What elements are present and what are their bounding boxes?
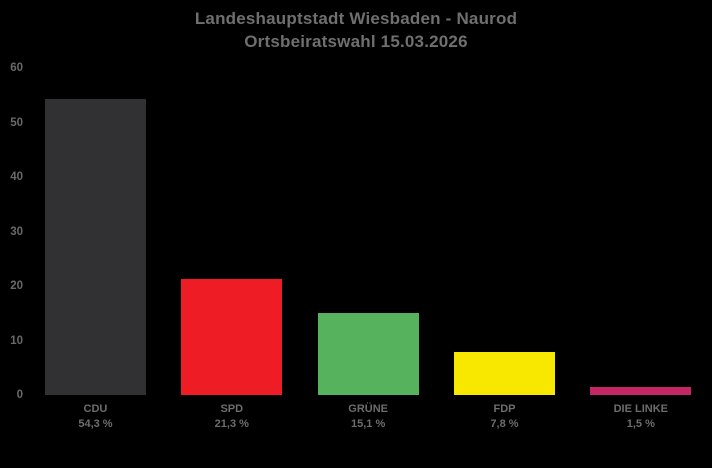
value-label-fdp: 7,8 % xyxy=(490,418,519,430)
bar-gr-ne xyxy=(317,312,419,395)
y-axis-tick-30: 30 xyxy=(10,225,23,238)
y-axis-tick-0: 0 xyxy=(16,389,23,401)
bar-spd xyxy=(181,278,283,395)
value-label-spd: 21,3 % xyxy=(214,418,249,430)
y-axis-tick-60: 60 xyxy=(10,62,23,74)
chart-title-line2: Ortsbeiratswahl 15.03.2026 xyxy=(244,32,468,51)
bar-fdp xyxy=(453,352,555,395)
bar-die-linke xyxy=(590,386,692,395)
category-label-spd: SPD xyxy=(220,403,244,415)
chart-title-line1: Landeshauptstadt Wiesbaden - Naurod xyxy=(194,9,518,28)
category-label-gr-ne: GRÜNE xyxy=(348,403,388,415)
bar-cdu xyxy=(44,99,146,395)
value-label-gr-ne: 15,1 % xyxy=(351,418,386,430)
y-axis-tick-10: 10 xyxy=(10,334,23,347)
y-axis-tick-20: 20 xyxy=(10,280,23,292)
y-axis-tick-50: 50 xyxy=(10,116,23,129)
chart-title: Landeshauptstadt Wiesbaden - Naurod Orts… xyxy=(0,7,712,53)
value-label-die-linke: 1,5 % xyxy=(626,418,655,430)
value-label-cdu: 54,3 % xyxy=(78,418,113,430)
category-label-die-linke: DIE LINKE xyxy=(613,403,669,415)
y-axis-tick-40: 40 xyxy=(10,171,23,183)
category-label-cdu: CDU xyxy=(83,403,108,415)
category-label-fdp: FDP xyxy=(493,403,516,415)
